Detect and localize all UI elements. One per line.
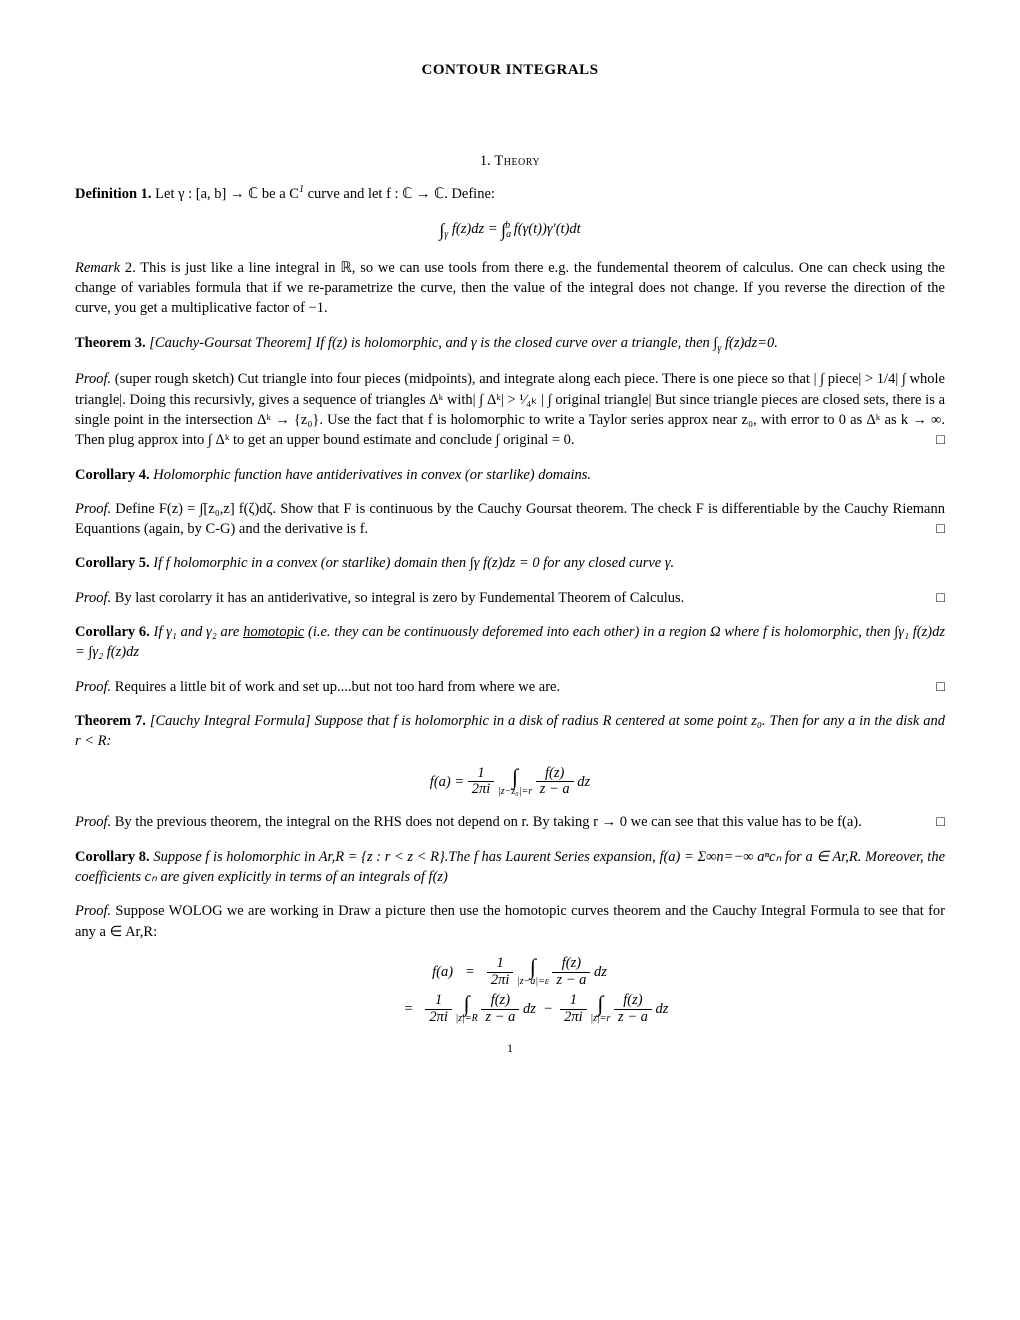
proof-6-text: Requires a little bit of work and set up…	[111, 679, 560, 695]
qed-icon: □	[936, 430, 945, 450]
definition-1-formula: ∫γ f(z)dz = ∫ab f(γ(t))γ′(t)dt	[75, 218, 945, 243]
proof-6: Proof. Requires a little bit of work and…	[75, 677, 945, 697]
page-number: 1	[75, 1040, 945, 1057]
proof-label: Proof.	[75, 590, 111, 606]
theorem-7: Theorem 7. [Cauchy Integral Formula] Sup…	[75, 711, 945, 752]
remark-label: Remark	[75, 260, 120, 276]
qed-icon: □	[936, 519, 945, 539]
qed-icon: □	[936, 812, 945, 832]
proof-3: Proof. (super rough sketch) Cut triangle…	[75, 369, 945, 450]
definition-text: Let γ : [a, b] → ℂ be a C1 curve and let…	[155, 186, 495, 202]
proof-label: Proof.	[75, 679, 111, 695]
corollary-8-text: Suppose f is holomorphic in Ar,R = {z : …	[75, 849, 945, 885]
proof-7-text: By the previous theorem, the integral on…	[111, 814, 862, 830]
corollary-6-label: Corollary 6.	[75, 624, 150, 640]
page-title: CONTOUR INTEGRALS	[75, 60, 945, 81]
proof-8: Proof. Suppose WOLOG we are working in D…	[75, 901, 945, 942]
proof-4: Proof. Define F(z) = ∫[z₀,z] f(ζ)dζ. Sho…	[75, 499, 945, 540]
corollary-8: Corollary 8. Suppose f is holomorphic in…	[75, 847, 945, 888]
proof-3-text: (super rough sketch) Cut triangle into f…	[75, 371, 945, 448]
corollary-8-label: Corollary 8.	[75, 849, 150, 865]
corollary-4: Corollary 4. Holomorphic function have a…	[75, 465, 945, 485]
proof-5: Proof. By last corolarry it has an antid…	[75, 588, 945, 608]
theorem-3: Theorem 3. [Cauchy-Goursat Theorem] If f…	[75, 333, 945, 356]
proof-label: Proof.	[75, 814, 111, 830]
proof-label: Proof.	[75, 903, 111, 919]
definition-label: Definition 1.	[75, 186, 152, 202]
theorem-7-label: Theorem 7.	[75, 713, 146, 729]
proof-4-text: Define F(z) = ∫[z₀,z] f(ζ)dζ. Show that …	[75, 501, 945, 537]
corollary-6-text: If γ₁ and γ₂ are homotopic (i.e. they ca…	[75, 624, 945, 660]
corollary-5-label: Corollary 5.	[75, 555, 150, 571]
corollary-6: Corollary 6. If γ₁ and γ₂ are homotopic …	[75, 622, 945, 663]
theorem-7-formula: f(a) = 12πi ∫|z−z₀|=r f(z)z − a dz	[75, 766, 945, 799]
corollary-4-label: Corollary 4.	[75, 467, 150, 483]
section-heading: 1. Theory	[75, 151, 945, 171]
definition-1: Definition 1. Let γ : [a, b] → ℂ be a C1…	[75, 183, 945, 204]
proof-8-formula: f(a) = 12πi ∫|z−a|=ε f(z)z − a dz = 12πi…	[75, 956, 945, 1026]
proof-5-text: By last corolarry it has an antiderivati…	[111, 590, 684, 606]
section-number: 1.	[480, 153, 491, 169]
corollary-4-text: Holomorphic function have antiderivative…	[153, 467, 591, 483]
qed-icon: □	[936, 677, 945, 697]
corollary-5-text: If f holomorphic in a convex (or starlik…	[153, 555, 674, 571]
theorem-3-text: [Cauchy-Goursat Theorem] If f(z) is holo…	[149, 335, 778, 351]
proof-8-intro: Suppose WOLOG we are working in Draw a p…	[75, 903, 945, 939]
theorem-7-text: [Cauchy Integral Formula] Suppose that f…	[75, 713, 945, 749]
corollary-5: Corollary 5. If f holomorphic in a conve…	[75, 553, 945, 573]
section-name: Theory	[494, 153, 540, 169]
remark-text: This is just like a line integral in ℝ, …	[75, 260, 945, 317]
remark-2: Remark 2. This is just like a line integ…	[75, 258, 945, 319]
qed-icon: □	[936, 588, 945, 608]
proof-label: Proof.	[75, 501, 111, 517]
theorem-3-label: Theorem 3.	[75, 335, 146, 351]
proof-7: Proof. By the previous theorem, the inte…	[75, 812, 945, 832]
proof-label: Proof.	[75, 371, 111, 387]
